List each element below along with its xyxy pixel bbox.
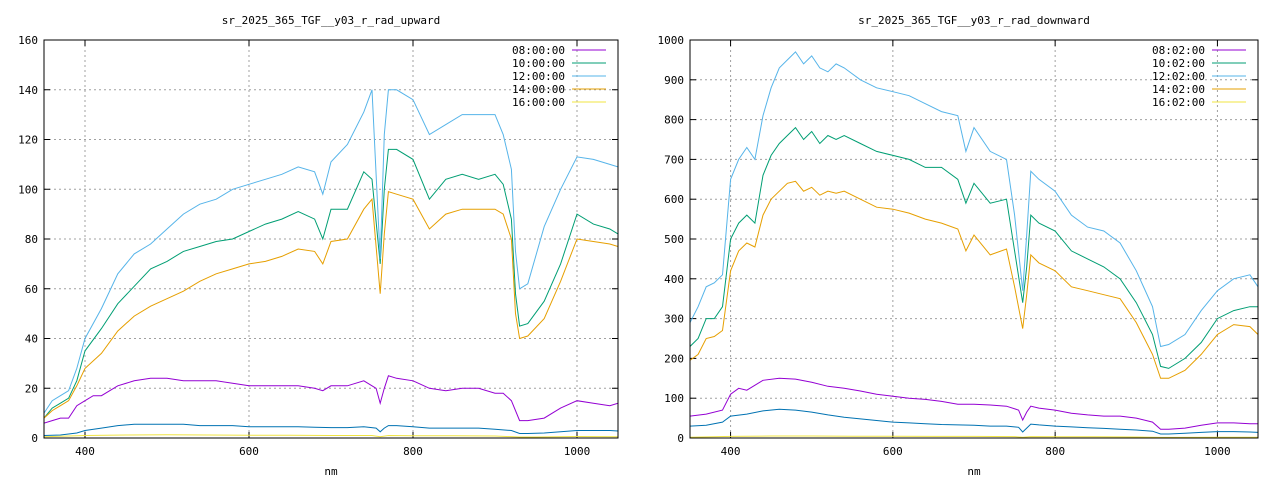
series-line-5 (690, 435, 1258, 438)
y-tick-label: 600 (664, 193, 684, 206)
y-tick-label: 0 (677, 432, 684, 445)
y-tick-label: 40 (25, 333, 38, 346)
series-line-3 (690, 51, 1258, 348)
y-tick-label: 900 (664, 74, 684, 87)
y-tick-label: 60 (25, 283, 38, 296)
series-line-6 (690, 408, 1258, 435)
x-tick-label: 600 (883, 445, 903, 458)
y-tick-label: 700 (664, 153, 684, 166)
y-tick-label: 120 (18, 134, 38, 147)
chart-title: sr_2025_365_TGF__y03_r_rad_downward (858, 14, 1090, 27)
y-tick-label: 300 (664, 313, 684, 326)
series-line-6 (44, 423, 618, 436)
x-tick-label: 800 (1045, 445, 1065, 458)
series-line-5 (44, 434, 618, 438)
y-tick-label: 500 (664, 233, 684, 246)
series-line-1 (690, 377, 1258, 430)
x-tick-label: 400 (75, 445, 95, 458)
y-tick-label: 20 (25, 382, 38, 395)
legend-label-5: 16:02:00 (1152, 96, 1205, 109)
y-tick-label: 80 (25, 233, 38, 246)
legend-label-2: 10:00:00 (512, 57, 565, 70)
legend-label-2: 10:02:00 (1152, 57, 1205, 70)
legend-label-3: 12:02:00 (1152, 70, 1205, 83)
y-tick-label: 140 (18, 84, 38, 97)
x-tick-label: 1000 (1204, 445, 1231, 458)
legend-label-5: 16:00:00 (512, 96, 565, 109)
legend-label-4: 14:02:00 (1152, 83, 1205, 96)
x-axis-label: nm (324, 465, 338, 478)
series-line-4 (44, 191, 618, 419)
x-tick-label: 800 (403, 445, 423, 458)
x-tick-label: 1000 (564, 445, 591, 458)
series-line-3 (44, 89, 618, 414)
y-tick-label: 400 (664, 273, 684, 286)
legend-label-3: 12:00:00 (512, 70, 565, 83)
chart-1: sr_2025_365_TGF__y03_r_rad_upward 0 20 40 60… (18, 14, 619, 478)
chart-2: sr_2025_365_TGF__y03_r_rad_downward 0 100 2… (658, 14, 1259, 478)
y-tick-label: 200 (664, 352, 684, 365)
series-line-2 (44, 148, 618, 419)
y-tick-label: 100 (18, 183, 38, 196)
x-tick-label: 600 (239, 445, 259, 458)
x-tick-label: 400 (721, 445, 741, 458)
chart-title: sr_2025_365_TGF__y03_r_rad_upward (222, 14, 441, 27)
series-line-2 (690, 126, 1258, 369)
y-tick-label: 1000 (658, 34, 685, 47)
y-tick-label: 800 (664, 114, 684, 127)
plot-border (689, 39, 1259, 439)
legend-label-1: 08:02:00 (1152, 44, 1205, 57)
y-tick-label: 160 (18, 34, 38, 47)
legend-label-4: 14:00:00 (512, 83, 565, 96)
x-axis-label: nm (967, 465, 981, 478)
y-tick-label: 100 (664, 392, 684, 405)
series-line-4 (690, 180, 1258, 379)
y-tick-label: 0 (31, 432, 38, 445)
legend-label-1: 08:00:00 (512, 44, 565, 57)
series-line-1 (44, 375, 618, 424)
plot-border (43, 39, 619, 439)
